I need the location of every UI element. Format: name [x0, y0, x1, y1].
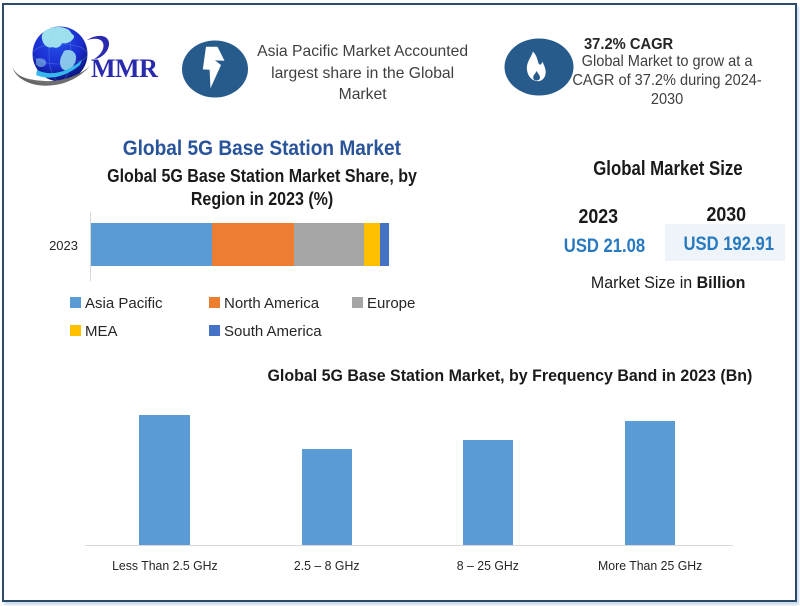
svg-text:MMR: MMR	[91, 54, 158, 83]
